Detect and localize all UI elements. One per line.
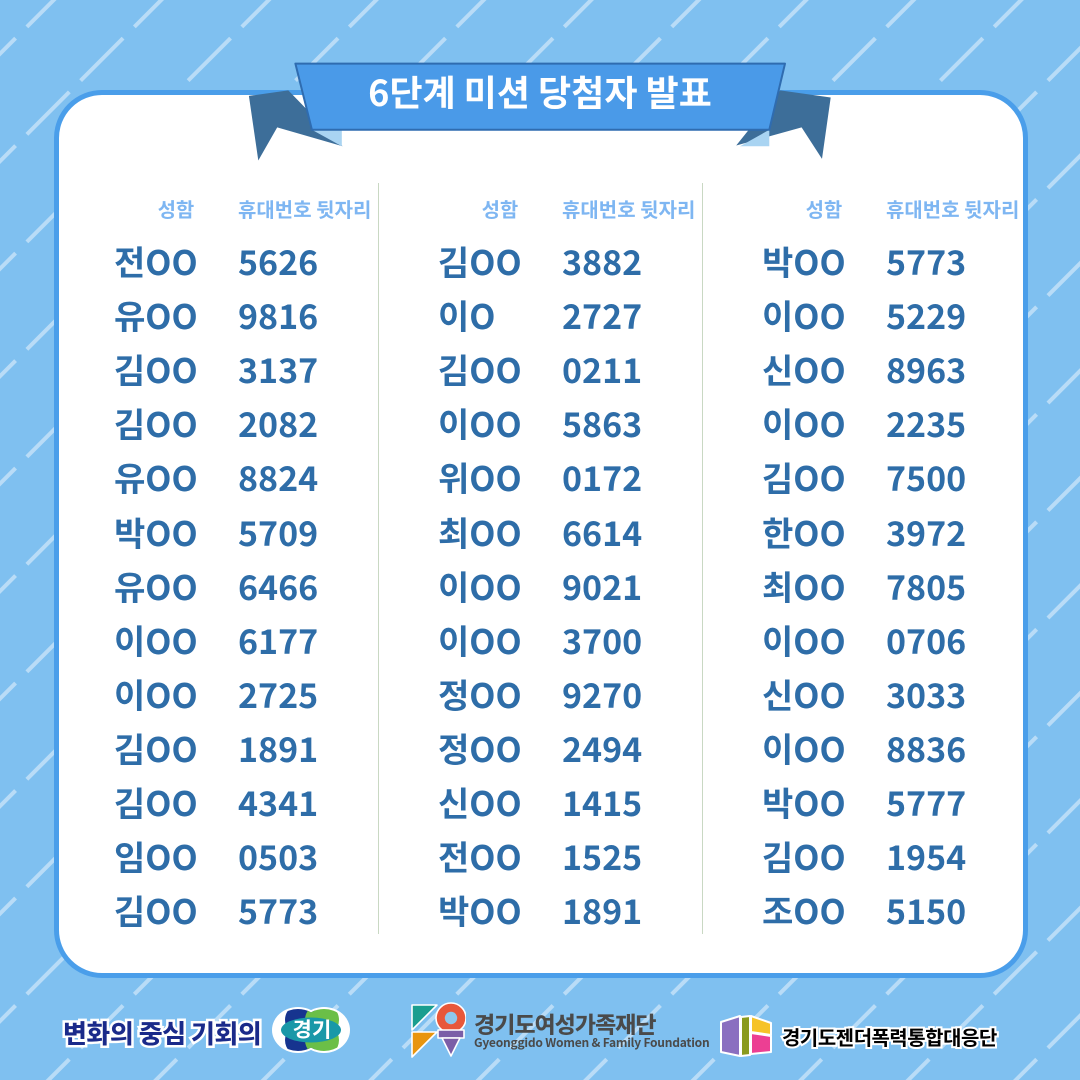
- svg-text:6단계 미션 당첨자 발표: 6단계 미션 당첨자 발표: [368, 65, 712, 117]
- svg-text:경기: 경기: [293, 1014, 332, 1044]
